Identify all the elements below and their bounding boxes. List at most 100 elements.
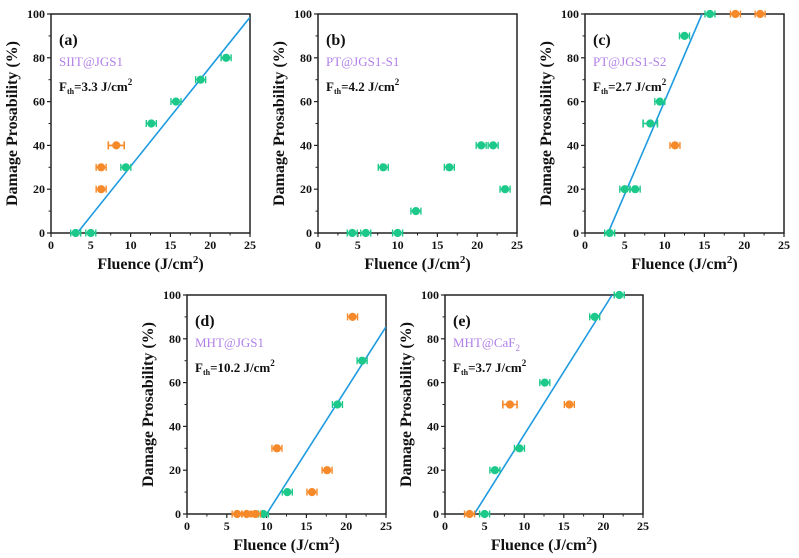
data-point xyxy=(731,9,740,19)
data-point xyxy=(196,75,205,84)
orange-data-point xyxy=(463,509,476,519)
green-data-point xyxy=(704,9,716,19)
x-axis-title-text: Fluence (J/cm xyxy=(233,537,329,554)
x-tick-label: 10 xyxy=(659,238,671,252)
fth-symbol: F xyxy=(593,79,601,94)
y-tick-label: 80 xyxy=(300,51,312,65)
green-data-point xyxy=(678,31,691,41)
y-tick-label: 20 xyxy=(169,463,181,477)
data-point xyxy=(477,141,486,150)
x-tick-label: 15 xyxy=(164,238,176,252)
panel-label: (b) xyxy=(326,32,346,49)
data-point xyxy=(615,290,624,300)
data-point xyxy=(171,97,181,106)
green-data-point xyxy=(603,228,616,238)
data-point xyxy=(646,119,655,128)
y-tick-label: 60 xyxy=(427,376,439,390)
plot-frame xyxy=(186,294,387,515)
fth-value: =2.7 J/cm xyxy=(608,79,662,94)
orange-data-point xyxy=(321,466,333,475)
sample-label: PT@JGS1-S1 xyxy=(326,54,399,69)
y-tick-label: 60 xyxy=(33,95,45,109)
x-axis-title: Fluence (J/cm2) xyxy=(491,535,597,554)
orange-data-point xyxy=(231,509,243,519)
data-point xyxy=(620,185,629,194)
x-tick-label: 25 xyxy=(511,238,523,252)
data-point xyxy=(605,228,614,238)
data-point xyxy=(480,509,489,519)
fth-superscript: 2 xyxy=(522,358,527,368)
orange-data-point xyxy=(669,141,681,150)
data-point xyxy=(97,185,106,194)
orange-data-point xyxy=(107,141,126,150)
threshold-label: Fth=3.3 J/cm2 xyxy=(59,77,133,96)
y-tick-label: 100 xyxy=(27,7,45,21)
y-tick-label: 100 xyxy=(561,7,579,21)
green-data-point xyxy=(475,141,487,150)
y-tick-label: 80 xyxy=(169,332,181,346)
y-tick-label: 40 xyxy=(567,138,579,152)
green-data-point xyxy=(281,488,293,497)
sample-label-text: MHT@JGS1 xyxy=(195,335,264,350)
fth-value: =4.2 J/cm xyxy=(341,79,395,94)
y-tick-label: 0 xyxy=(573,226,579,240)
orange-data-point xyxy=(754,9,766,19)
green-data-point xyxy=(642,119,659,128)
x-tick-label: 20 xyxy=(597,519,609,533)
data-point xyxy=(97,163,106,172)
y-axis-title: Damage Prosability (%) xyxy=(271,41,288,206)
x-tick-label: 5 xyxy=(622,238,628,252)
x-tick-label: 0 xyxy=(184,519,190,533)
orange-data-point xyxy=(502,400,518,409)
green-data-point xyxy=(85,228,97,238)
fth-symbol: F xyxy=(195,360,203,375)
x-tick-label: 5 xyxy=(482,519,488,533)
y-tick-label: 60 xyxy=(169,376,181,390)
y-tick-label: 20 xyxy=(567,182,579,196)
data-point xyxy=(565,400,574,409)
sample-label: MHT@CaF2 xyxy=(453,335,520,353)
y-tick-label: 0 xyxy=(433,507,439,521)
y-tick-label: 100 xyxy=(163,288,181,302)
y-tick-label: 60 xyxy=(300,95,312,109)
fth-subscript: th xyxy=(461,368,469,377)
x-axis-title-sup: 2 xyxy=(727,254,733,266)
green-data-point xyxy=(220,53,232,62)
fit-line xyxy=(265,326,386,514)
green-data-point xyxy=(360,228,372,238)
panel-label: (a) xyxy=(59,32,78,49)
x-axis-title: Fluence (J/cm2) xyxy=(631,254,737,273)
panel-label: (e) xyxy=(453,313,471,330)
data-point xyxy=(631,185,640,194)
orange-data-point xyxy=(249,509,262,519)
y-tick-label: 80 xyxy=(567,51,579,65)
y-tick-label: 100 xyxy=(421,288,439,302)
sample-label-text: PT@JGS1-S1 xyxy=(326,54,399,69)
fth-subscript: th xyxy=(601,87,609,96)
green-data-point xyxy=(346,228,358,238)
data-point xyxy=(655,97,664,106)
green-data-point xyxy=(539,378,551,387)
green-data-point xyxy=(513,444,526,453)
x-axis-title: Fluence (J/cm2) xyxy=(97,254,203,273)
green-data-point xyxy=(487,141,499,150)
sample-label-text: MHT@CaF xyxy=(453,335,516,350)
data-point xyxy=(147,119,156,128)
data-point xyxy=(361,228,370,238)
data-point xyxy=(411,207,421,216)
data-point xyxy=(465,509,474,519)
y-tick-label: 40 xyxy=(300,138,312,152)
sample-label-sub: 2 xyxy=(516,343,521,353)
data-point xyxy=(112,141,121,150)
data-point xyxy=(322,466,332,475)
data-point xyxy=(121,163,130,172)
x-tick-label: 0 xyxy=(315,238,321,252)
fth-symbol: F xyxy=(326,79,334,94)
x-axis-title-sup: 2 xyxy=(193,254,199,266)
x-tick-label: 15 xyxy=(300,519,312,533)
threshold-label: Fth=3.7 J/cm2 xyxy=(453,358,527,377)
fth-symbol: F xyxy=(453,360,461,375)
x-tick-label: 10 xyxy=(261,519,273,533)
